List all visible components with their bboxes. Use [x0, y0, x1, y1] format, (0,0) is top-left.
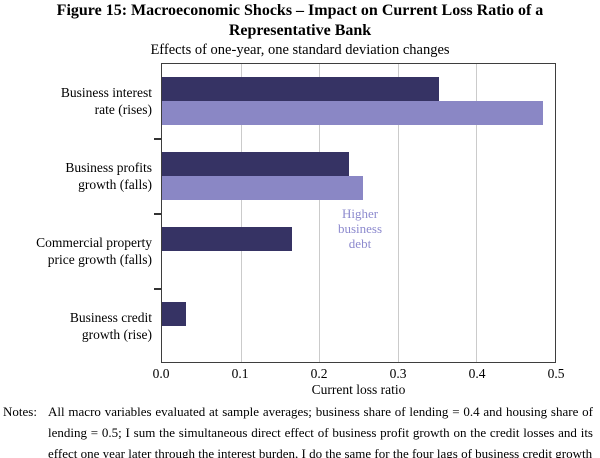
x-tick-label: 0.2 — [310, 366, 328, 381]
gridline — [240, 64, 242, 362]
x-tick-label: 0.0 — [152, 366, 170, 381]
bar — [162, 152, 350, 176]
notes-line: All macro variables evaluated at sample … — [48, 404, 593, 419]
category-label: Commercial property price growth (falls) — [36, 234, 152, 267]
y-axis-tick — [154, 288, 161, 290]
annotation-higher-business-debt: Higher business debt — [337, 206, 383, 251]
x-tick-label: 0.4 — [468, 366, 486, 381]
y-axis-tick — [154, 213, 161, 215]
x-tick-label: 0.1 — [231, 366, 249, 381]
notes-line: lending = 0.5; I sum the simultaneous di… — [48, 425, 593, 440]
gridline — [319, 64, 321, 362]
bar — [162, 302, 187, 326]
plot-area — [161, 63, 556, 363]
bar — [162, 101, 544, 125]
category-label: Business credit growth (rise) — [69, 309, 152, 342]
category-label: Business interest rate (rises) — [60, 84, 152, 117]
notes-line: effect one year later through the intere… — [48, 446, 593, 458]
bar — [162, 176, 364, 200]
category-axis: Business interest rate (rises) Business p… — [0, 63, 156, 363]
x-tick-label: 0.5 — [547, 366, 565, 381]
gridline — [397, 64, 399, 362]
chart-subtitle: Effects of one-year, one standard deviat… — [150, 42, 450, 58]
x-axis: 0.0 0.1 0.2 0.3 0.4 0.5 — [153, 366, 565, 382]
x-axis-label: Current loss ratio — [311, 382, 406, 397]
x-tick-label: 0.3 — [389, 366, 407, 381]
notes-label: Notes: — [3, 404, 37, 419]
figure-title-line1: Figure 15: Macroeconomic Shocks – Impact… — [56, 2, 544, 19]
category-label: Business profits growth (falls) — [65, 159, 152, 192]
notes-text: All macro variables evaluated at sample … — [48, 401, 593, 458]
y-axis-tick — [154, 138, 161, 140]
bar — [162, 227, 293, 251]
bar — [162, 77, 440, 101]
gridline — [476, 64, 478, 362]
figure-title-line2: Representative Bank — [228, 22, 372, 39]
